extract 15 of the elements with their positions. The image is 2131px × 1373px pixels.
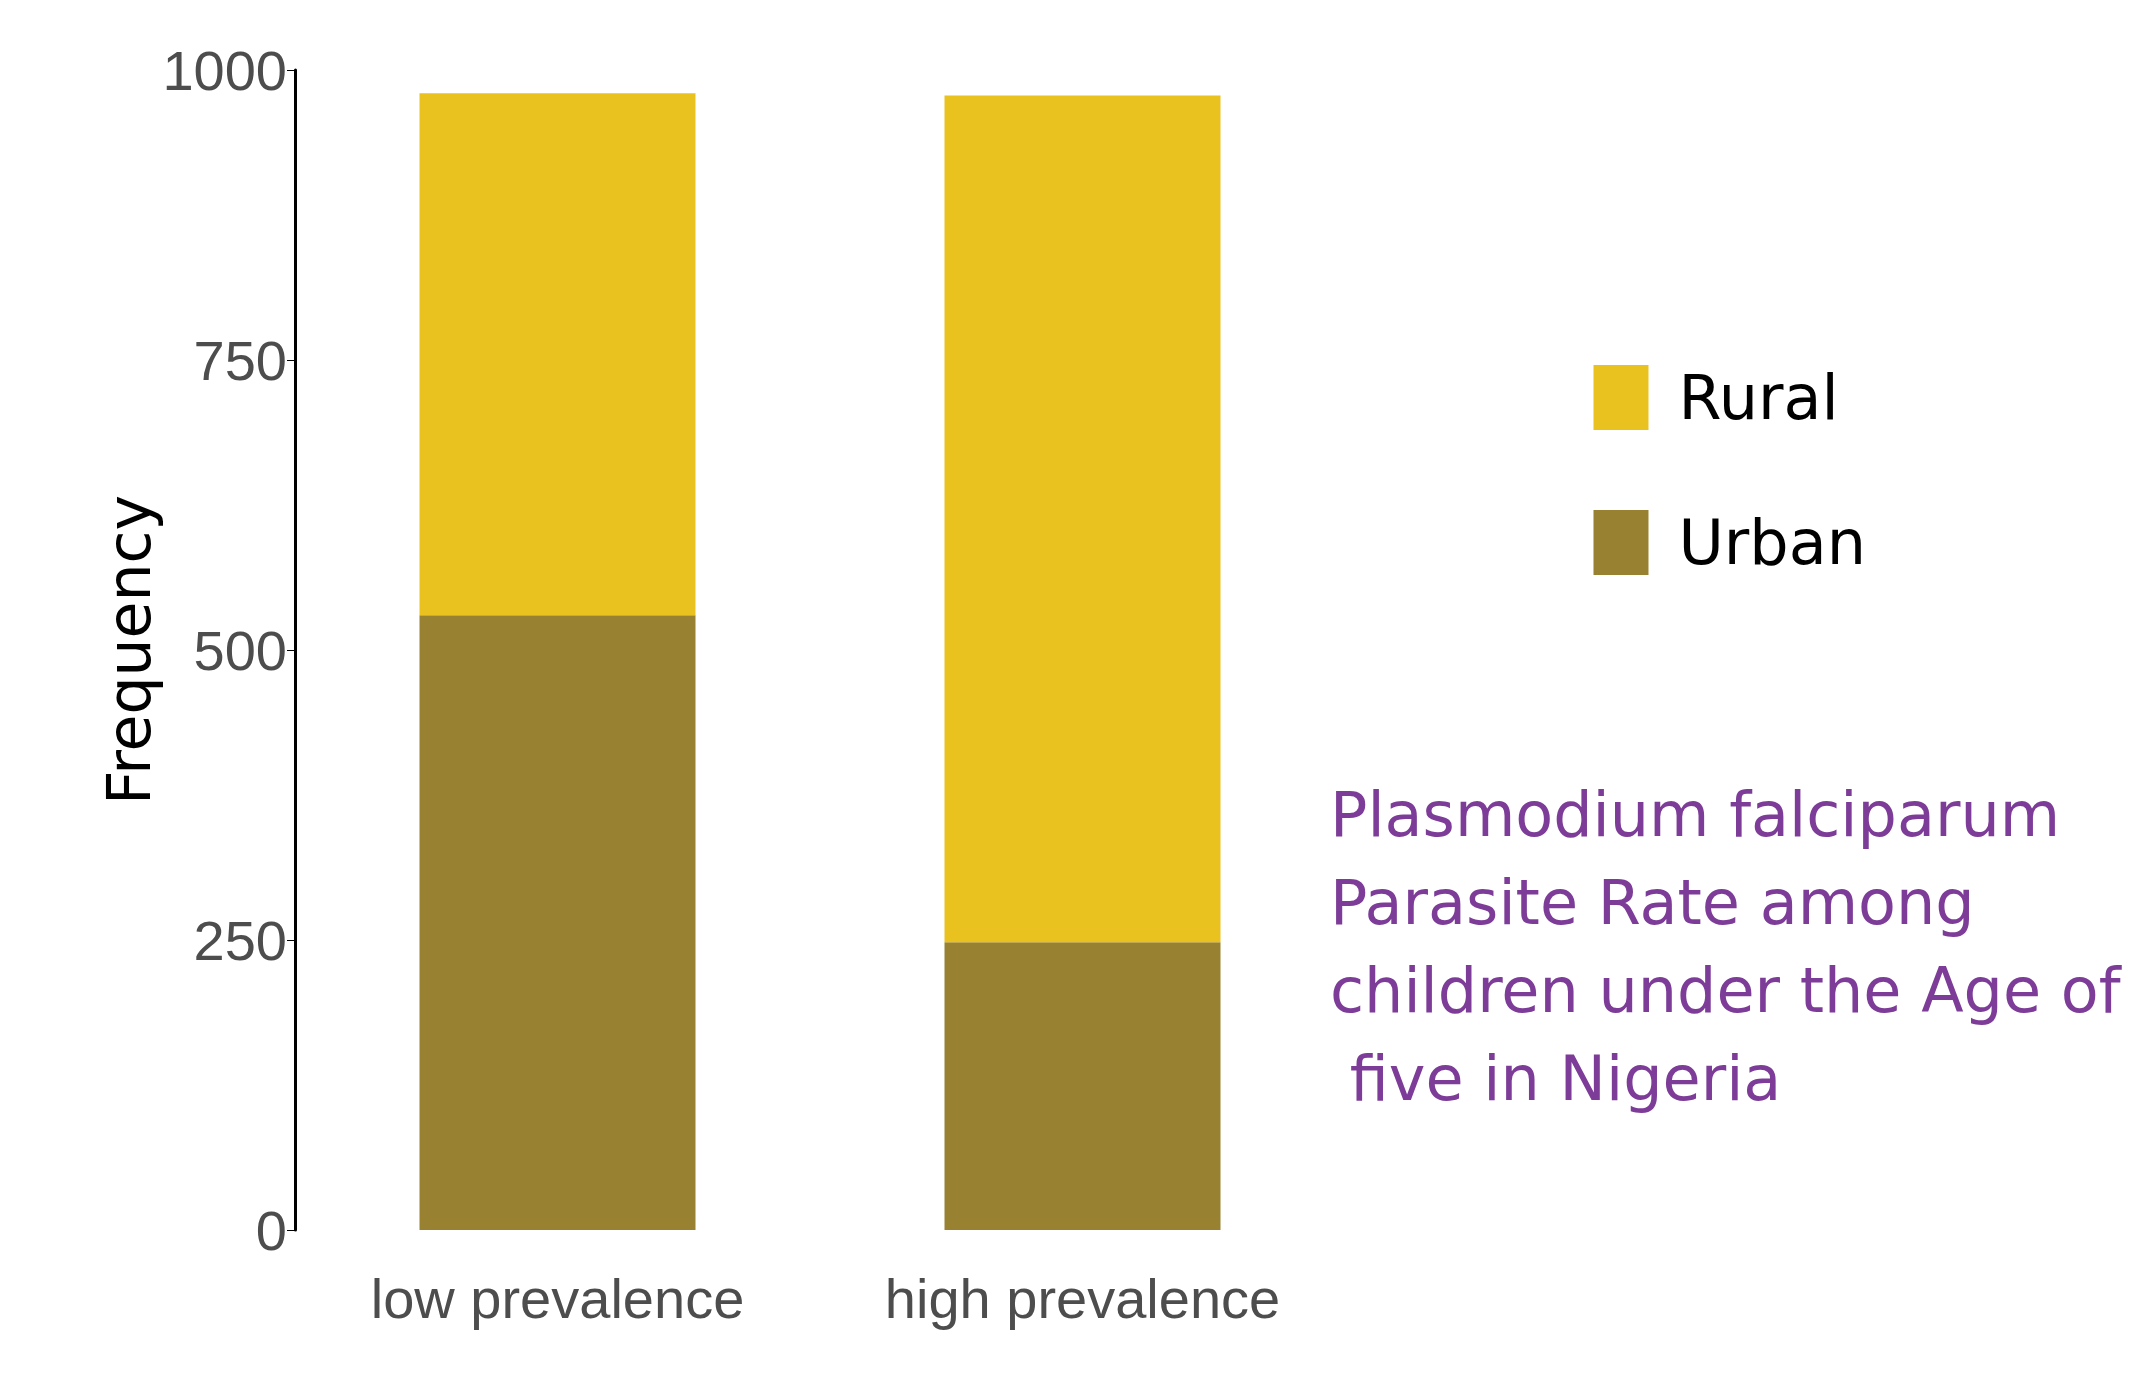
bar [419, 615, 696, 1230]
x-tick-label: low prevalence [370, 1266, 745, 1330]
legend-label: Urban [1678, 506, 1866, 579]
y-tick-label: 1000 [162, 38, 287, 102]
y-tick-label: 0 [255, 1198, 287, 1262]
bar [944, 95, 1221, 943]
y-tick-label: 750 [193, 328, 287, 392]
x-tick-label: high prevalence [884, 1266, 1281, 1330]
annotation: Plasmodium falciparum Parasite Rate among children under the Age of five in Nigeria [1330, 777, 2123, 1115]
y-axis-title: Frequency [93, 495, 164, 805]
y-tick-label: 250 [193, 908, 287, 972]
bar [944, 942, 1221, 1230]
legend-label: Rural [1678, 361, 1839, 434]
bar [419, 93, 696, 616]
y-tick-label: 500 [193, 618, 287, 682]
